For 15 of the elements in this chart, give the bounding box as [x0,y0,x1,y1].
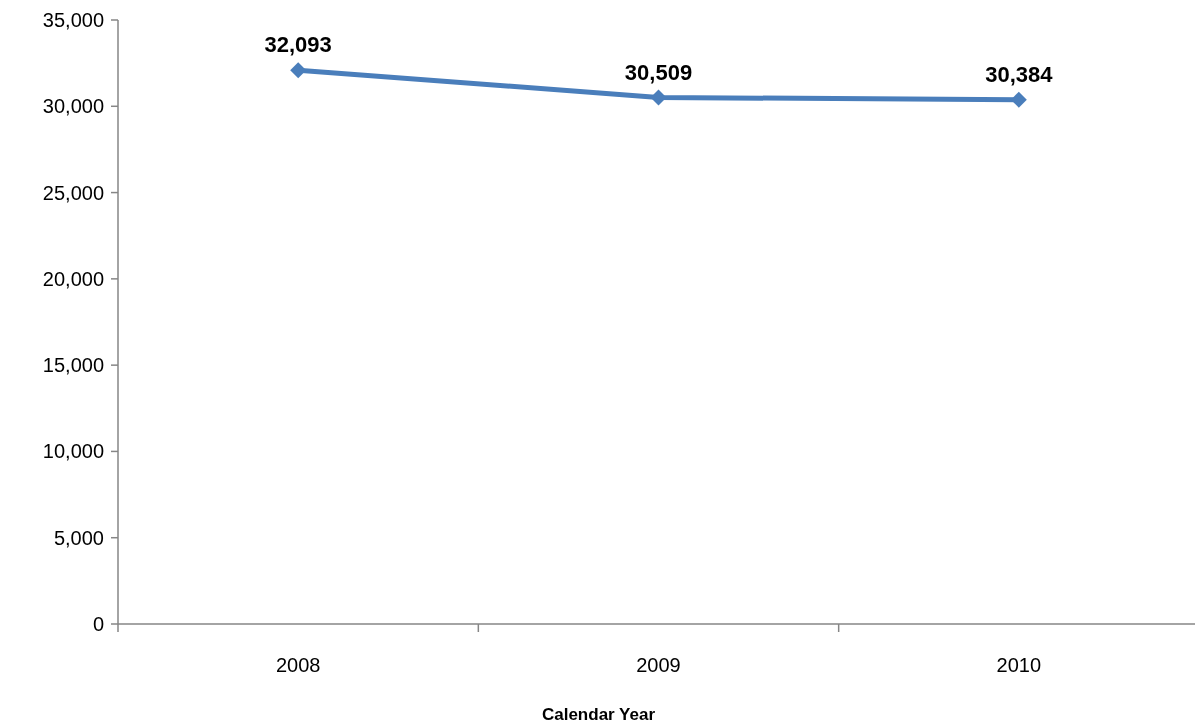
y-tick-label: 0 [92,613,104,635]
data-label: 32,093 [264,32,332,58]
y-tick-label: 10,000 [42,440,104,463]
y-tick-label: 5,000 [53,526,104,549]
y-tick-label: 30,000 [42,95,104,118]
y-tick-label: 35,000 [42,9,104,31]
x-tick-label: 2008 [275,654,321,676]
y-tick-label: 25,000 [42,181,104,204]
data-label: 30,384 [985,61,1054,87]
x-tick-label: 2009 [636,654,681,676]
y-tick-label: 20,000 [42,267,104,290]
data-label: 30,509 [624,59,693,85]
x-tick-label: 2010 [996,654,1042,676]
y-tick-label: 15,000 [42,354,104,377]
x-axis-title: Calendar Year [541,705,656,724]
